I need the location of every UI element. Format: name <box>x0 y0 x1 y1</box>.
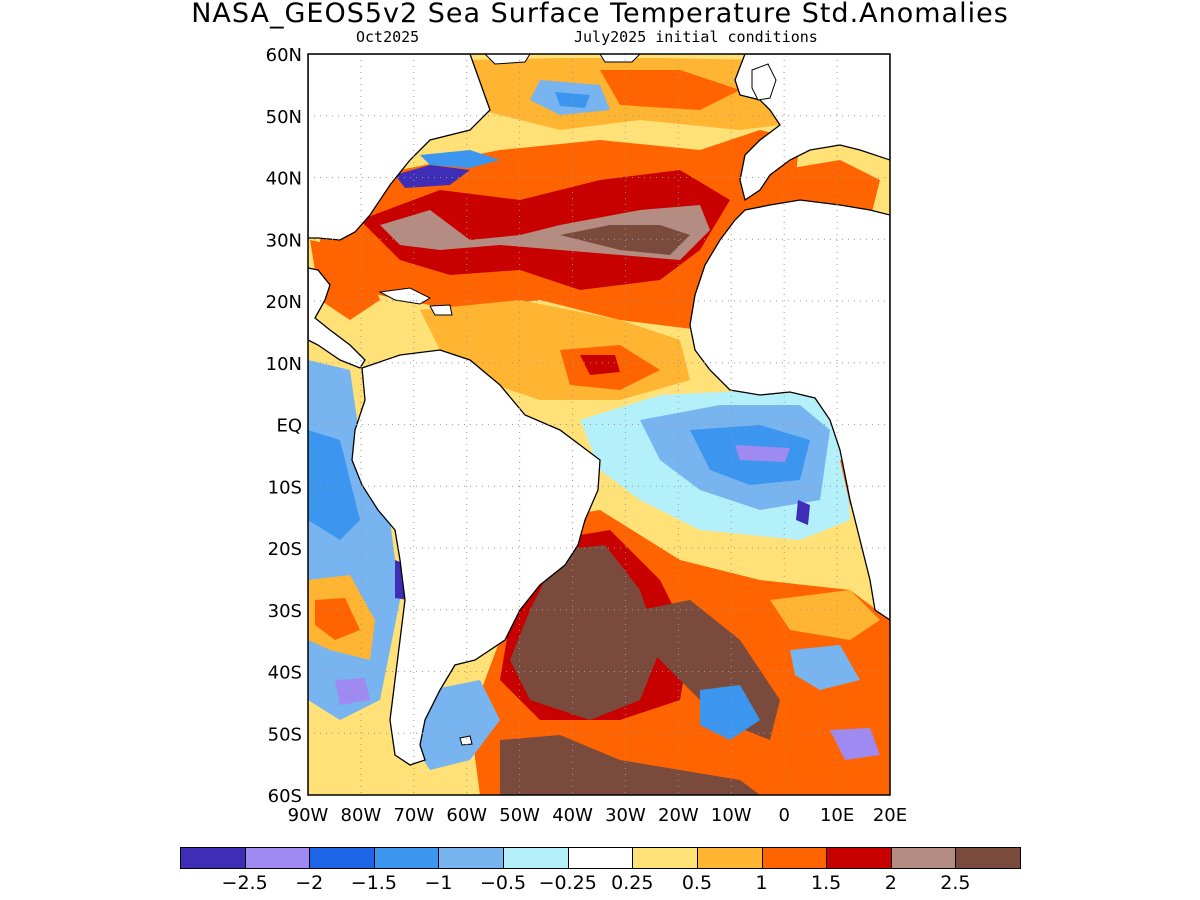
angola-cold-core <box>796 500 810 525</box>
lon-axis-labels: 90W 80W 70W 60W 50W 40W 30W 20W 10W 0 10E 20E <box>288 805 907 826</box>
colorbar-label: −0.25 <box>538 872 597 894</box>
colorbar-swatch <box>373 847 440 869</box>
lon-label: 0 <box>778 805 789 826</box>
s-atlantic-brown-south <box>500 735 760 795</box>
north-america-land <box>308 54 491 241</box>
gulf-stream-cold <box>395 165 470 188</box>
lat-label: 50S <box>268 724 302 745</box>
lon-label: 90W <box>288 805 329 826</box>
map-frame <box>307 53 891 796</box>
lat-label: 20N <box>266 292 302 313</box>
n-atlantic-cold-core <box>555 92 590 108</box>
colorbar-swatch <box>955 847 1021 869</box>
s-atlantic-cold-4 <box>790 645 860 690</box>
lon-label: 10E <box>820 805 854 826</box>
falklands-land <box>459 735 473 746</box>
se-pacific-red <box>315 598 360 640</box>
colorbar-label: −1.5 <box>350 872 397 894</box>
lat-label: 10N <box>266 354 302 375</box>
africa-land <box>689 199 890 621</box>
colorbar-swatch <box>244 847 311 869</box>
colorbar-label: −2 <box>295 872 324 894</box>
s-atlantic-cold-3 <box>830 728 880 760</box>
lon-label: 20W <box>658 805 699 826</box>
colorbar-label: −0.5 <box>479 872 527 894</box>
colorbar-label: 1 <box>755 872 768 894</box>
colorbar-label: 2.5 <box>940 872 971 894</box>
colorbar-swatch <box>696 847 763 869</box>
equatorial-cold-purple <box>735 445 790 462</box>
tropical-red-core <box>580 355 620 375</box>
colorbar-swatch <box>632 847 698 869</box>
lon-label: 50W <box>499 805 540 826</box>
lat-axis-labels: 60N 50N 40N 30N 20N 10N EQ 10S 20S 30S 40S 50S 60S <box>266 45 302 807</box>
lat-label: 40S <box>268 663 302 684</box>
subtitle-left: Oct2025 <box>356 28 420 46</box>
n-atlantic-north-red <box>600 70 740 110</box>
s-atlantic-brown-main <box>510 545 660 720</box>
colorbar-swatch <box>890 847 957 869</box>
anomaly-field <box>308 54 890 795</box>
colorbar-label: −1 <box>424 872 453 894</box>
lat-label: 10S <box>268 477 302 498</box>
lat-label: 20S <box>268 539 302 560</box>
iceland-land <box>599 54 641 63</box>
colorbar-swatch <box>309 847 375 869</box>
colorbar-label: −2.5 <box>221 872 268 894</box>
lat-label: 30N <box>266 230 302 251</box>
colorbar-label: 1.5 <box>811 872 842 894</box>
e-pacific-cold-core <box>308 430 360 540</box>
lat-label: 30S <box>268 601 302 622</box>
lat-label: 50N <box>266 107 302 128</box>
caribbean-warm <box>310 240 380 320</box>
lon-label: 10W <box>711 805 752 826</box>
colorbar-label: 0.5 <box>681 872 713 894</box>
lat-label: 40N <box>266 169 302 190</box>
lon-label: 60W <box>446 805 487 826</box>
hispaniola-land <box>429 304 453 316</box>
lon-label: 70W <box>393 805 434 826</box>
lat-label: 60S <box>268 786 302 807</box>
lat-label: 60N <box>266 45 302 66</box>
map-title: NASA_GEOS5v2 Sea Surface Temperature Std… <box>191 0 1009 29</box>
lon-label: 80W <box>341 805 382 826</box>
colorbar-swatch <box>180 847 246 869</box>
lon-label: 40W <box>552 805 593 826</box>
colorbar-swatch <box>826 847 892 869</box>
colorbar-swatch <box>567 847 634 869</box>
colorbar-swatch <box>438 847 505 869</box>
lon-label: 20E <box>873 805 907 826</box>
gulf-stream-blue <box>420 150 500 168</box>
british-isles-land <box>751 63 777 101</box>
cuba-land <box>378 287 432 305</box>
central-america-land <box>308 267 366 369</box>
colorbar-label: 2 <box>884 872 897 894</box>
grid-lines <box>308 54 890 795</box>
s-atlantic-yellow-1 <box>770 590 880 640</box>
greenland-edge-land <box>484 54 531 65</box>
colorbar-swatch <box>761 847 828 869</box>
subtitle-right: July2025 initial conditions <box>574 28 818 46</box>
lon-label: 30W <box>605 805 646 826</box>
colorbar-label: 0.25 <box>611 872 654 894</box>
colorbar-swatch <box>503 847 569 869</box>
s-atlantic-cold-2 <box>700 685 760 740</box>
lat-label: EQ <box>276 416 302 437</box>
